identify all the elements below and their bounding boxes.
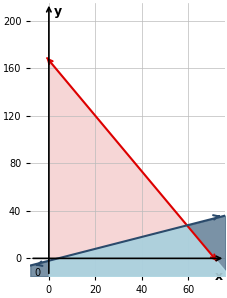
Text: y: y: [53, 5, 61, 18]
Text: 0: 0: [34, 268, 40, 278]
Text: x: x: [214, 270, 222, 283]
